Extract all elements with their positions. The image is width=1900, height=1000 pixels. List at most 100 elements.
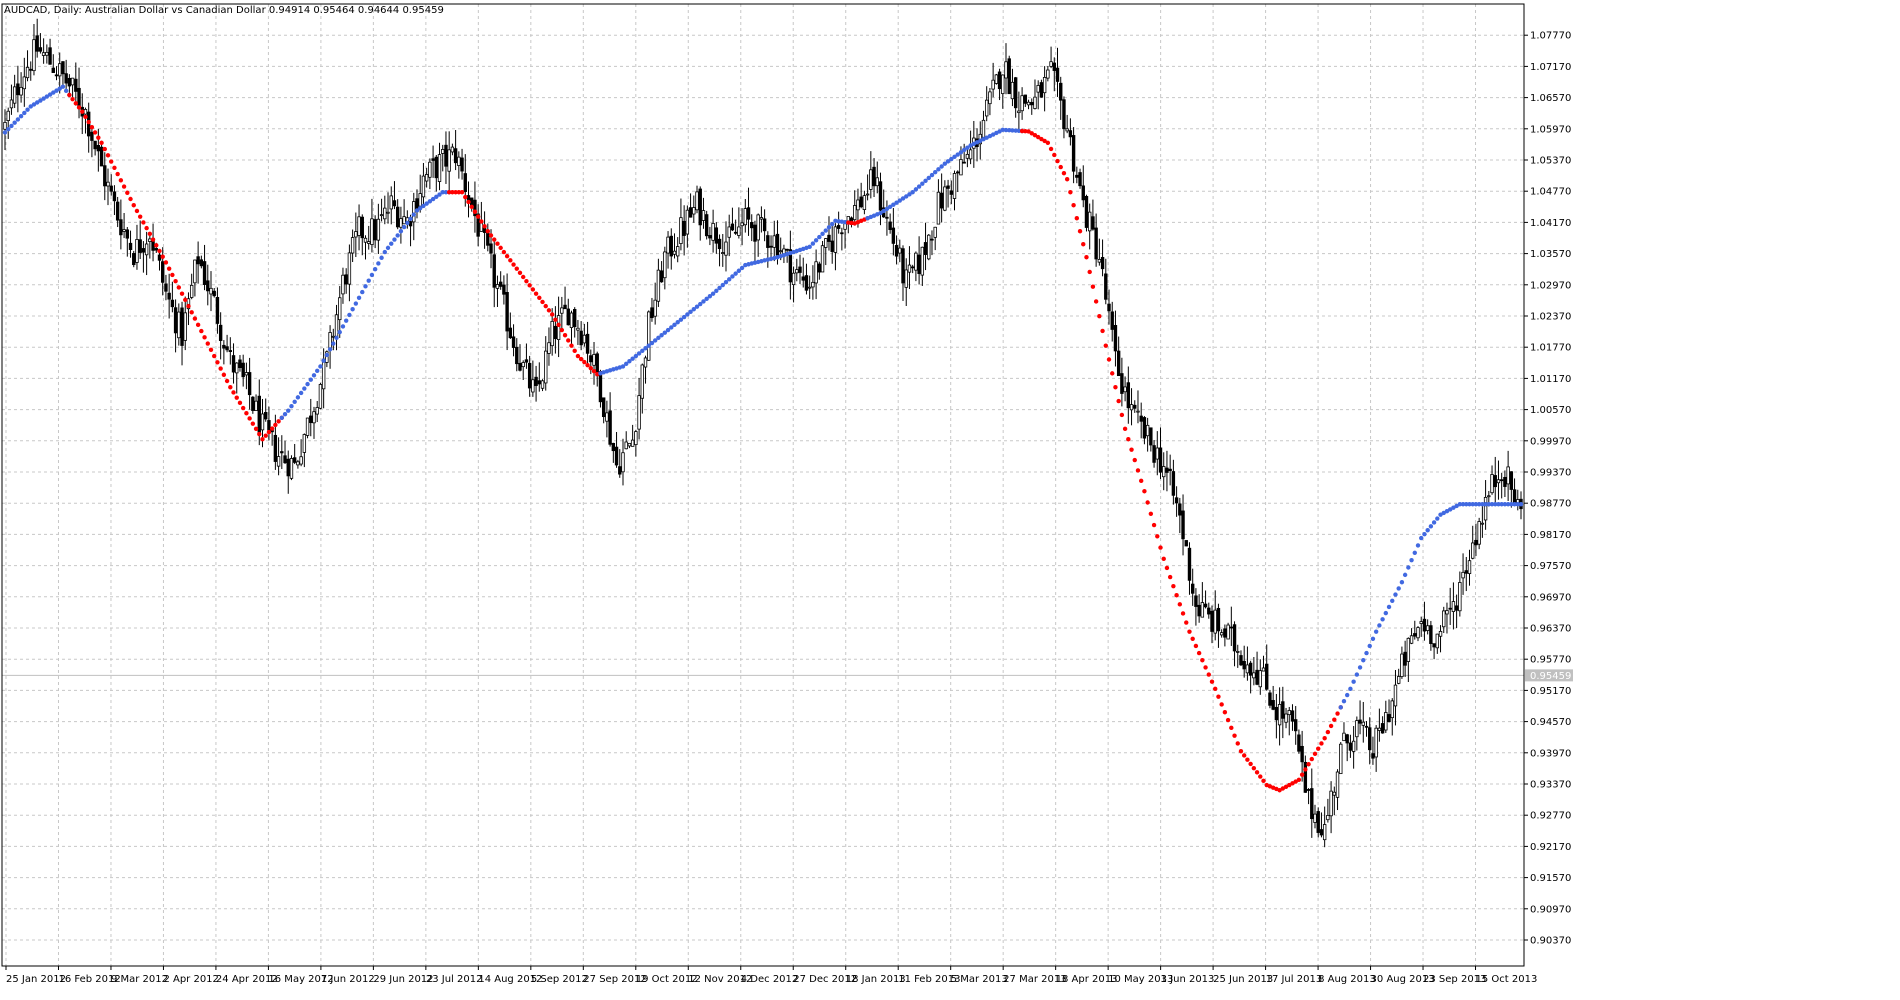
candle [878,172,883,226]
ma-point-down [118,178,124,183]
ma-point-down [273,422,278,428]
candle [846,216,850,234]
candle-body-up [70,77,75,86]
candle-body-down [1371,753,1375,759]
ma-point-up [421,203,426,209]
ma-point-down [1042,138,1047,144]
candle-body-up [1471,542,1475,559]
candle-body-down [231,355,236,373]
candle-body-down [1174,497,1179,504]
candle-body-down [1499,479,1504,482]
candle [1316,807,1320,838]
candle [650,297,654,322]
candle-body-down [508,327,513,339]
candle-body-down [669,235,673,257]
candle [508,312,513,340]
candle-body-up [1261,667,1266,672]
candle-body-up [45,51,49,56]
ma-point-down [1064,177,1070,182]
candle-body-down [1358,719,1362,724]
ma-point-up [916,184,922,189]
candle-body-down [1310,788,1314,820]
candle-body-down [962,161,966,164]
candle-body-up [1425,625,1430,631]
candle [595,351,599,387]
price-tag-box [1525,669,1573,682]
candle-body-down [502,284,506,295]
ma-point-up [350,307,355,312]
candle-body-up [12,86,17,104]
candle [1039,79,1044,98]
candle [1142,416,1147,445]
ma-point-up [440,190,445,195]
candle-body-up [1129,404,1134,411]
ma-point-down [199,328,204,334]
candle-body-up [1458,582,1462,612]
candle-body-up [289,458,294,479]
ma-point-up [1007,128,1012,133]
candle [225,334,229,353]
candle-body-down [77,87,81,109]
candle [1239,650,1243,667]
candle-body-down [1368,727,1372,751]
candle-body-down [476,213,480,237]
candle [341,267,345,304]
candle-body-down [524,359,529,363]
candle [141,241,146,273]
ma-point-up [54,88,59,93]
ma-point-down [253,426,259,432]
candle [740,208,744,246]
ma-point-up [1344,692,1350,698]
candle-body-up [952,173,957,199]
ma-point-up [41,96,46,101]
ma-point-down [504,254,510,259]
candle [875,161,879,194]
candle [685,205,690,248]
candle [1046,66,1050,82]
ma-point-up [739,265,745,271]
candle [157,252,162,271]
candle-body-up [1451,601,1456,612]
ma-point-up [44,94,50,99]
candle [917,236,921,285]
candle-body-up [315,407,319,415]
candle-body-down [1300,745,1304,763]
ma-point-up [1512,502,1517,507]
candle-body-down [157,254,162,261]
candle-body-down [1464,570,1468,574]
price-axis[interactable]: 1.07770 1.07170 1.06570 1.05970 1.05370 1.047… [1524,31,1571,947]
ma-point-down [1290,781,1295,786]
candle [1104,258,1108,305]
candle-body-down [470,197,474,206]
candle-body-down [1448,607,1452,610]
candle [209,271,213,312]
candle-body-up [402,216,406,225]
candle-body-down [1265,663,1269,690]
candle [956,170,960,192]
ma-point-down [260,437,265,442]
time-tick-label: 25 Jan 2012 [6,974,66,985]
ma-point-down [1155,534,1160,539]
candle-body-up [685,209,690,235]
candle [688,193,693,218]
candle [904,258,908,307]
candle-body-down [563,304,567,310]
candle-body-up [576,327,580,331]
candle-body-up [334,314,339,338]
ma-point-down [1328,723,1334,729]
candle-body-up [621,452,625,473]
candle [331,328,336,351]
candle-body-down [527,362,532,389]
ma-point-up [411,212,416,217]
candle [354,212,358,258]
time-tick-label: 27 Mar 2013 [1003,974,1066,985]
ma-point-down [1277,788,1282,793]
candle [1503,470,1507,498]
ma-point-down [1074,216,1080,221]
candle-body-down [1184,540,1188,547]
ma-point-down [540,299,545,305]
candle-body-up [25,66,30,79]
